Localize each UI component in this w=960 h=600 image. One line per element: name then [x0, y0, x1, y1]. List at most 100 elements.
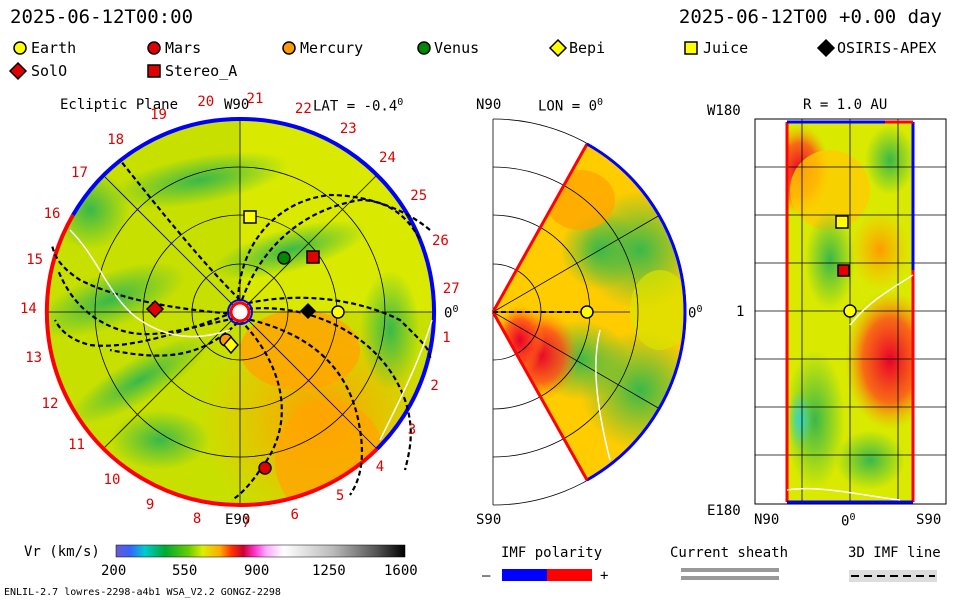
sector-label-20: 20 [197, 93, 215, 110]
sector-label-8: 8 [192, 511, 202, 528]
meridional-top-label: N90 [476, 97, 502, 113]
imf-line-title: 3D IMF line [848, 545, 941, 561]
datetime-left: 2025-06-12T00:00 [10, 6, 194, 28]
sector-label-15: 15 [26, 251, 44, 268]
earth-legend-marker [13, 41, 27, 55]
sector-label-1: 1 [442, 330, 451, 347]
surface-top-left: W180 [707, 103, 741, 119]
imf-negative-swatch [502, 569, 547, 581]
sector-label-25: 25 [410, 188, 428, 205]
colorbar-label: Vr (km/s) [24, 544, 100, 560]
meridional-earth-marker [580, 305, 594, 319]
ecliptic-polarity-negative [71, 116, 241, 217]
imf-polarity-title: IMF polarity [501, 545, 603, 561]
colorbar-tick-1600: 1600 [384, 563, 418, 579]
datetime-right: 2025-06-12T00 +0.00 day [678, 6, 942, 28]
meridional-current-sheath [595, 329, 611, 461]
imf-plus-label: + [600, 568, 609, 584]
legend-earth: Earth [31, 39, 77, 57]
meridional-lon-label: LON = 00 [538, 97, 604, 115]
ecliptic-stereo-marker [306, 250, 320, 264]
meridional-edge-bottom [491, 311, 589, 481]
meridional-edge-top [491, 143, 589, 313]
legend-mars: Mars [165, 39, 202, 57]
surface-current-sheath-2 [786, 487, 901, 501]
surface-left-mid: 1 [736, 304, 745, 320]
sector-label-23: 23 [339, 120, 357, 137]
surface-title: R = 1.0 AU [803, 97, 888, 113]
bepi-legend-marker [548, 38, 568, 58]
meridional-outer-arc [586, 142, 687, 482]
ecliptic-bottom-label: E90 [225, 512, 251, 528]
sector-label-14: 14 [20, 300, 37, 317]
sector-label-6: 6 [290, 506, 299, 523]
sector-label-5: 5 [335, 487, 345, 504]
sector-label-16: 16 [43, 205, 61, 222]
surface-x-right: S90 [916, 512, 942, 528]
ecliptic-earth-marker [331, 305, 345, 319]
surface-x-left: N90 [754, 512, 780, 528]
meridional-bottom-label: S90 [476, 512, 502, 528]
sector-label-10: 10 [103, 471, 121, 488]
sector-label-19: 19 [150, 107, 167, 124]
osiris-legend-marker [816, 38, 836, 58]
sector-label-17: 17 [71, 165, 88, 181]
imf-positive-swatch [547, 569, 592, 581]
colorbar-tick-900: 900 [244, 563, 270, 579]
colorbar-tick-200: 200 [101, 563, 127, 579]
surface-current-sheath [849, 274, 914, 326]
sector-label-12: 12 [41, 396, 59, 413]
sector-label-9: 9 [145, 496, 155, 513]
ecliptic-polarity-positive [44, 213, 241, 507]
legend-osiris-apex: OSIRIS-APEX [837, 39, 937, 57]
mercury-legend-marker [282, 41, 296, 55]
sector-label-27: 27 [442, 280, 460, 297]
vr-colorbar [115, 544, 406, 558]
sector-label-2: 2 [430, 377, 439, 394]
legend-venus: Venus [434, 39, 480, 57]
sector-label-3: 3 [407, 421, 417, 438]
current-sheath-swatch-1 [681, 568, 779, 572]
ecliptic-imf-lines [50, 159, 432, 501]
legend-juice: Juice [703, 39, 749, 57]
ecliptic-current-sheath [69, 229, 231, 338]
surface-stereo-marker [837, 264, 850, 277]
sector-label-22: 22 [294, 100, 312, 117]
colorbar-tick-1250: 1250 [312, 563, 346, 579]
ecliptic-right-label: 00 [444, 304, 459, 322]
sector-label-7: 7 [241, 514, 251, 531]
legend-stereo-a: Stereo_A [165, 62, 238, 80]
ecliptic-polarity-positive-right [239, 447, 379, 508]
surface-juice-marker [835, 215, 849, 229]
surface-x-mid: 00 [841, 512, 856, 530]
ecliptic-title: Ecliptic Plane [60, 97, 179, 113]
sector-label-4: 4 [375, 458, 385, 475]
colorbar-tick-550: 550 [172, 563, 198, 579]
venus-legend-marker [417, 41, 431, 55]
imf-minus-label: – [482, 568, 491, 584]
sector-label-26: 26 [431, 232, 449, 249]
surface-bottom-left: E180 [707, 503, 741, 519]
sector-label-13: 13 [25, 349, 43, 366]
sector-label-18: 18 [107, 131, 125, 148]
model-info: ENLIL-2.7 lowres-2298-a4b1 WSA_V2.2 GONG… [4, 587, 281, 598]
ecliptic-lat-label: LAT = -0.40 [313, 97, 404, 115]
current-sheath-title: Current sheath [670, 545, 789, 561]
ecliptic-juice-marker [243, 210, 257, 224]
sector-label-21: 21 [246, 91, 264, 108]
legend-mercury: Mercury [300, 39, 364, 57]
sector-label-24: 24 [379, 150, 396, 167]
ecliptic-current-sheath-2 [379, 319, 433, 441]
ecliptic-mars-marker [258, 461, 272, 475]
ecliptic-osiris-marker [300, 303, 316, 319]
current-sheath-swatch-2 [681, 576, 779, 580]
ecliptic-solo-marker [145, 299, 165, 319]
surface-earth-marker [843, 304, 857, 318]
meridional-right-label: 00 [688, 304, 703, 322]
ecliptic-venus-marker [277, 251, 291, 265]
legend-bepi: Bepi [569, 39, 606, 57]
sector-label-11: 11 [68, 437, 85, 454]
legend-solo: SolO [31, 62, 68, 80]
